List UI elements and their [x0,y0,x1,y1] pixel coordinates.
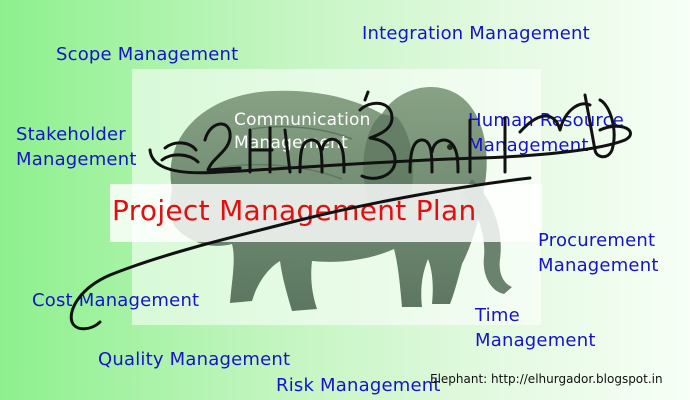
label-risk-management: Risk Management [276,375,441,396]
label-stakeholder-management: Stakeholder Management [16,124,137,170]
label-quality-management: Quality Management [98,349,291,370]
label-scope-management: Scope Management [56,44,239,65]
label-integration-management: Integration Management [362,23,590,44]
ink-upper-stroke [148,124,633,175]
label-time-management: Time Management [475,305,596,351]
label-human-resource-management: Human Resource Management [468,110,624,156]
image-credit: Elephant: http://elhurgador.blogspot.in [430,372,663,386]
ink-lower-stroke [69,176,532,331]
label-procurement-management: Procurement Management [538,230,659,276]
